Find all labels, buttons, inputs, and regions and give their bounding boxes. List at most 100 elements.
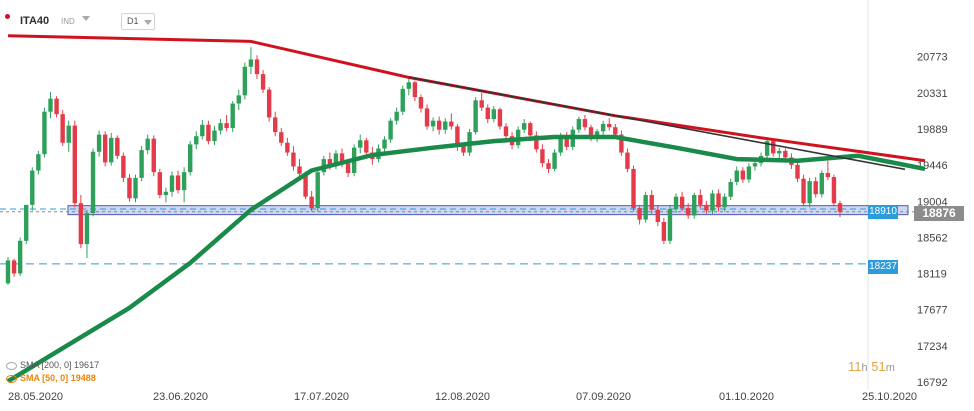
candle-body — [673, 196, 679, 209]
candle-body — [667, 208, 673, 241]
x-tick-label: 07.09.2020 — [576, 391, 631, 403]
candle-body — [84, 213, 90, 245]
candle-body — [479, 100, 484, 108]
candle-body — [607, 123, 612, 128]
candle-body — [175, 175, 181, 191]
candle-body — [503, 126, 509, 137]
candle-body — [36, 154, 41, 171]
candle-body — [339, 153, 345, 164]
x-tick-label: 23.06.2020 — [153, 391, 208, 403]
candle-body — [783, 150, 788, 158]
legend-sma200[interactable]: SMA [200, 0] 19617 — [6, 360, 99, 370]
legend-sma50[interactable]: SMA [50, 0] 19488 — [6, 373, 96, 383]
candle-body — [764, 141, 770, 156]
candle-body — [637, 208, 642, 220]
candle-body — [42, 111, 47, 155]
candle-body — [157, 172, 163, 196]
y-tick-label: 18562 — [917, 232, 948, 244]
candle-body — [315, 172, 320, 209]
candle-body — [66, 125, 71, 143]
candle-body — [309, 196, 314, 209]
candle-body — [734, 170, 739, 182]
timeframe-select[interactable]: D1 — [121, 13, 155, 30]
candle-body — [230, 103, 235, 129]
candle-body — [218, 123, 223, 131]
y-tick-label: 17234 — [917, 341, 948, 353]
candle-body — [449, 121, 454, 127]
candle-body — [303, 173, 308, 197]
visibility-eye-icon[interactable] — [6, 374, 17, 383]
y-tick-label: 20773 — [917, 52, 948, 64]
candle-body — [643, 195, 648, 220]
candle-body — [181, 172, 187, 191]
chevron-down-icon — [144, 20, 152, 25]
symbol-name[interactable]: ITA40 — [20, 15, 50, 27]
candle-body — [443, 121, 448, 130]
sma50-line — [6, 134, 926, 384]
candle-body — [400, 88, 405, 112]
candle-body — [194, 136, 199, 145]
candle-body — [485, 107, 490, 120]
candle-body — [327, 159, 333, 166]
candle-body — [564, 136, 569, 147]
candle-body — [546, 163, 551, 169]
candle-body — [576, 119, 582, 130]
candle-body — [685, 208, 691, 216]
candle-body — [649, 195, 654, 210]
sma50-label: SMA [50, 0] — [20, 373, 69, 383]
candle-body — [78, 203, 84, 245]
candle-body — [837, 203, 843, 212]
x-tick-label: 25.10.2020 — [862, 391, 917, 403]
candle-body — [740, 170, 746, 180]
candle-body — [382, 139, 387, 149]
candle-body — [145, 138, 150, 151]
candle-body — [212, 130, 217, 142]
candle-body — [795, 164, 800, 179]
candle-body — [455, 126, 460, 147]
candle-body — [11, 260, 17, 274]
candle-body — [169, 175, 175, 192]
candle-body — [522, 123, 527, 130]
candle-body — [242, 66, 248, 96]
candle-body — [528, 123, 533, 136]
candle-body — [260, 74, 266, 90]
candle-body — [716, 193, 721, 208]
candle-body — [297, 166, 302, 174]
candle-body — [491, 109, 497, 120]
candle-body — [661, 222, 667, 241]
candle-body — [54, 98, 59, 115]
candle-body — [24, 204, 29, 241]
candle-body — [418, 97, 424, 109]
candle-body — [704, 204, 709, 211]
y-tick-label: 20331 — [917, 88, 948, 100]
candle-body — [436, 120, 442, 130]
y-tick-label: 18119 — [917, 269, 947, 281]
y-tick-label: 17677 — [917, 305, 948, 317]
candle-body — [631, 168, 636, 209]
candle-body — [819, 172, 824, 195]
candle-body — [619, 134, 624, 153]
symbol-dropdown-caret-icon[interactable] — [82, 16, 90, 21]
candle-body — [291, 152, 296, 167]
candle-body — [710, 193, 715, 211]
candle-body — [115, 137, 120, 156]
countdown-h: h — [861, 362, 868, 374]
candle-body — [594, 131, 600, 138]
x-tick-label: 01.10.2020 — [719, 391, 774, 403]
candle-body — [424, 108, 430, 127]
support-upper-price-label: 18910 — [868, 205, 898, 219]
candle-body — [588, 127, 594, 138]
candle-body — [728, 181, 733, 197]
visibility-eye-icon[interactable] — [6, 361, 17, 370]
candle-body — [133, 177, 138, 199]
candle-body — [746, 166, 752, 180]
resistance-trendline — [408, 76, 906, 171]
sma200-value: 19617 — [74, 360, 100, 370]
candle-body — [364, 140, 369, 153]
candle-body — [558, 136, 563, 153]
candle-body — [60, 114, 65, 143]
candle-body — [200, 124, 205, 137]
candle-body — [345, 163, 351, 173]
candle-body — [582, 119, 588, 128]
